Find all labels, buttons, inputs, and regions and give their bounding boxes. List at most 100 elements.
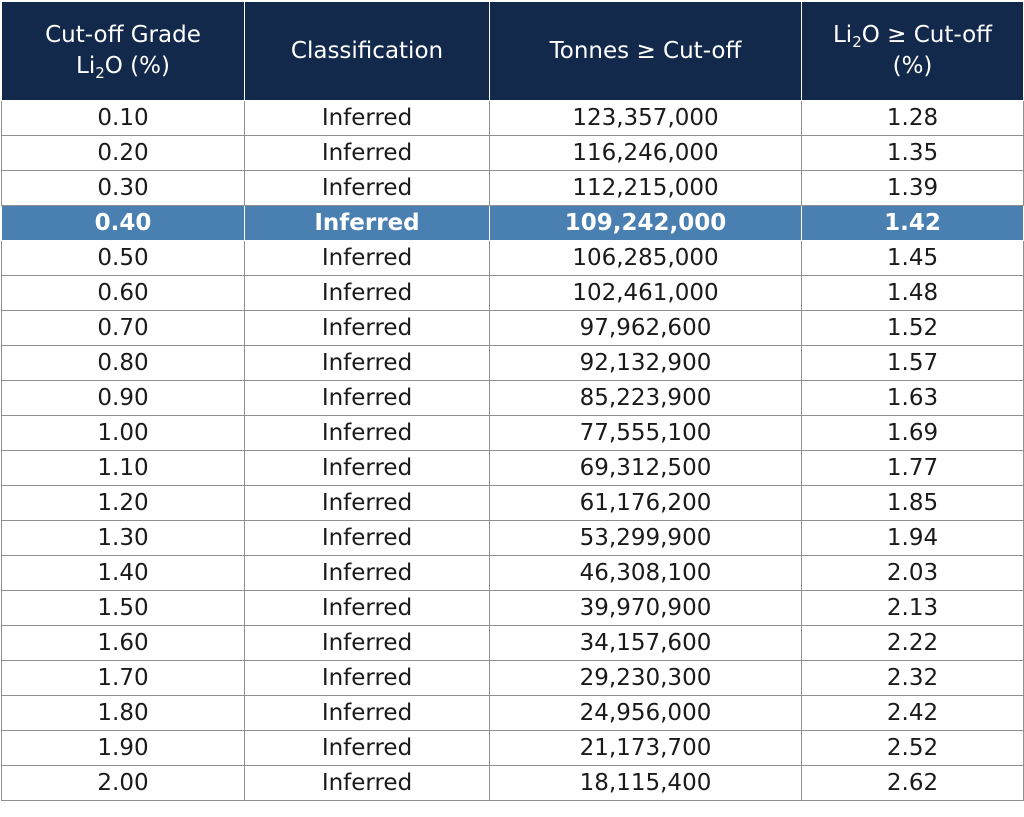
cell-cutoff-grade: 0.90 — [1, 380, 245, 416]
table-row: 0.40 Inferred 109,242,000 1.42 — [1, 205, 1024, 241]
cell-cutoff-grade: 1.80 — [1, 695, 245, 731]
table-row: 2.00 Inferred 18,115,400 2.62 — [1, 765, 1024, 801]
cell-tonnes: 29,230,300 — [489, 660, 802, 696]
header-cutoff-grade-rest: O (%) — [104, 53, 170, 79]
cell-li2o-grade: 1.94 — [801, 520, 1024, 556]
cell-li2o-grade: 2.03 — [801, 555, 1024, 591]
cell-cutoff-grade: 0.10 — [1, 100, 245, 136]
cell-li2o-grade: 1.48 — [801, 275, 1024, 311]
cell-li2o-grade: 2.32 — [801, 660, 1024, 696]
cell-li2o-grade: 2.13 — [801, 590, 1024, 626]
cell-li2o-grade: 1.45 — [801, 240, 1024, 276]
cell-tonnes: 116,246,000 — [489, 135, 802, 171]
cell-li2o-grade: 1.57 — [801, 345, 1024, 381]
cell-tonnes: 69,312,500 — [489, 450, 802, 486]
cell-tonnes: 39,970,900 — [489, 590, 802, 626]
cell-classification: Inferred — [244, 555, 490, 591]
cell-li2o-grade: 1.63 — [801, 380, 1024, 416]
header-li2o-sub: 2 — [852, 33, 862, 51]
cell-classification: Inferred — [244, 205, 490, 241]
header-cutoff-grade-line1: Cut-off Grade — [45, 22, 201, 48]
table-row: 1.70 Inferred 29,230,300 2.32 — [1, 660, 1024, 696]
cell-li2o-grade: 1.39 — [801, 170, 1024, 206]
cell-classification: Inferred — [244, 415, 490, 451]
header-cutoff-grade-li: Li — [76, 53, 96, 79]
cell-cutoff-grade: 1.90 — [1, 730, 245, 766]
cell-cutoff-grade: 1.70 — [1, 660, 245, 696]
table-row: 0.50 Inferred 106,285,000 1.45 — [1, 240, 1024, 276]
table-row: 1.50 Inferred 39,970,900 2.13 — [1, 590, 1024, 626]
cell-classification: Inferred — [244, 625, 490, 661]
cell-classification: Inferred — [244, 765, 490, 801]
cell-classification: Inferred — [244, 450, 490, 486]
table-row: 0.90 Inferred 85,223,900 1.63 — [1, 380, 1024, 416]
cell-classification: Inferred — [244, 100, 490, 136]
table-row: 0.10 Inferred 123,357,000 1.28 — [1, 100, 1024, 136]
cell-cutoff-grade: 0.40 — [1, 205, 245, 241]
header-li2o-line2: (%) — [892, 53, 933, 79]
cell-tonnes: 24,956,000 — [489, 695, 802, 731]
header-tonnes: Tonnes ≥ Cut-off — [489, 1, 802, 101]
cell-li2o-grade: 2.22 — [801, 625, 1024, 661]
table-row: 0.20 Inferred 116,246,000 1.35 — [1, 135, 1024, 171]
cell-tonnes: 123,357,000 — [489, 100, 802, 136]
table-row: 1.20 Inferred 61,176,200 1.85 — [1, 485, 1024, 521]
cell-li2o-grade: 2.62 — [801, 765, 1024, 801]
cell-classification: Inferred — [244, 380, 490, 416]
header-li2o-rest: O ≥ Cut-off — [861, 22, 993, 48]
cell-cutoff-grade: 0.80 — [1, 345, 245, 381]
cell-classification: Inferred — [244, 520, 490, 556]
cell-classification: Inferred — [244, 695, 490, 731]
cell-cutoff-grade: 1.50 — [1, 590, 245, 626]
table-row: 1.00 Inferred 77,555,100 1.69 — [1, 415, 1024, 451]
header-row: Cut-off Grade Li2O (%) Classification To… — [1, 1, 1024, 101]
cell-tonnes: 34,157,600 — [489, 625, 802, 661]
header-cutoff-grade: Cut-off Grade Li2O (%) — [1, 1, 245, 101]
cell-classification: Inferred — [244, 660, 490, 696]
cell-li2o-grade: 1.69 — [801, 415, 1024, 451]
cell-cutoff-grade: 1.40 — [1, 555, 245, 591]
cell-li2o-grade: 2.42 — [801, 695, 1024, 731]
cell-classification: Inferred — [244, 170, 490, 206]
cell-cutoff-grade: 1.10 — [1, 450, 245, 486]
cell-cutoff-grade: 1.00 — [1, 415, 245, 451]
cell-tonnes: 106,285,000 — [489, 240, 802, 276]
cell-classification: Inferred — [244, 310, 490, 346]
cell-tonnes: 77,555,100 — [489, 415, 802, 451]
table-row: 1.10 Inferred 69,312,500 1.77 — [1, 450, 1024, 486]
cell-li2o-grade: 2.52 — [801, 730, 1024, 766]
cutoff-grade-table: Cut-off Grade Li2O (%) Classification To… — [1, 1, 1024, 801]
cell-tonnes: 21,173,700 — [489, 730, 802, 766]
cell-cutoff-grade: 0.30 — [1, 170, 245, 206]
cell-tonnes: 18,115,400 — [489, 765, 802, 801]
cell-classification: Inferred — [244, 730, 490, 766]
cell-tonnes: 92,132,900 — [489, 345, 802, 381]
table-row: 0.80 Inferred 92,132,900 1.57 — [1, 345, 1024, 381]
cell-tonnes: 46,308,100 — [489, 555, 802, 591]
cell-cutoff-grade: 1.20 — [1, 485, 245, 521]
cell-li2o-grade: 1.42 — [801, 205, 1024, 241]
header-li2o-grade: Li2O ≥ Cut-off (%) — [801, 1, 1024, 101]
cell-tonnes: 102,461,000 — [489, 275, 802, 311]
header-cutoff-grade-sub: 2 — [95, 64, 105, 82]
cell-cutoff-grade: 1.30 — [1, 520, 245, 556]
cell-li2o-grade: 1.77 — [801, 450, 1024, 486]
cell-cutoff-grade: 0.50 — [1, 240, 245, 276]
table-header: Cut-off Grade Li2O (%) Classification To… — [1, 1, 1024, 101]
header-classification: Classification — [244, 1, 490, 101]
table-body: 0.10 Inferred 123,357,000 1.28 0.20 Inferred 1… — [1, 100, 1024, 801]
table-row: 1.90 Inferred 21,173,700 2.52 — [1, 730, 1024, 766]
cell-tonnes: 61,176,200 — [489, 485, 802, 521]
cell-tonnes: 85,223,900 — [489, 380, 802, 416]
table-row: 1.30 Inferred 53,299,900 1.94 — [1, 520, 1024, 556]
table-row: 1.80 Inferred 24,956,000 2.42 — [1, 695, 1024, 731]
cell-li2o-grade: 1.85 — [801, 485, 1024, 521]
table-row: 0.60 Inferred 102,461,000 1.48 — [1, 275, 1024, 311]
cell-li2o-grade: 1.35 — [801, 135, 1024, 171]
cell-cutoff-grade: 0.70 — [1, 310, 245, 346]
cell-tonnes: 109,242,000 — [489, 205, 802, 241]
cell-cutoff-grade: 0.20 — [1, 135, 245, 171]
header-li2o-li: Li — [832, 22, 853, 48]
cell-classification: Inferred — [244, 485, 490, 521]
cell-tonnes: 112,215,000 — [489, 170, 802, 206]
